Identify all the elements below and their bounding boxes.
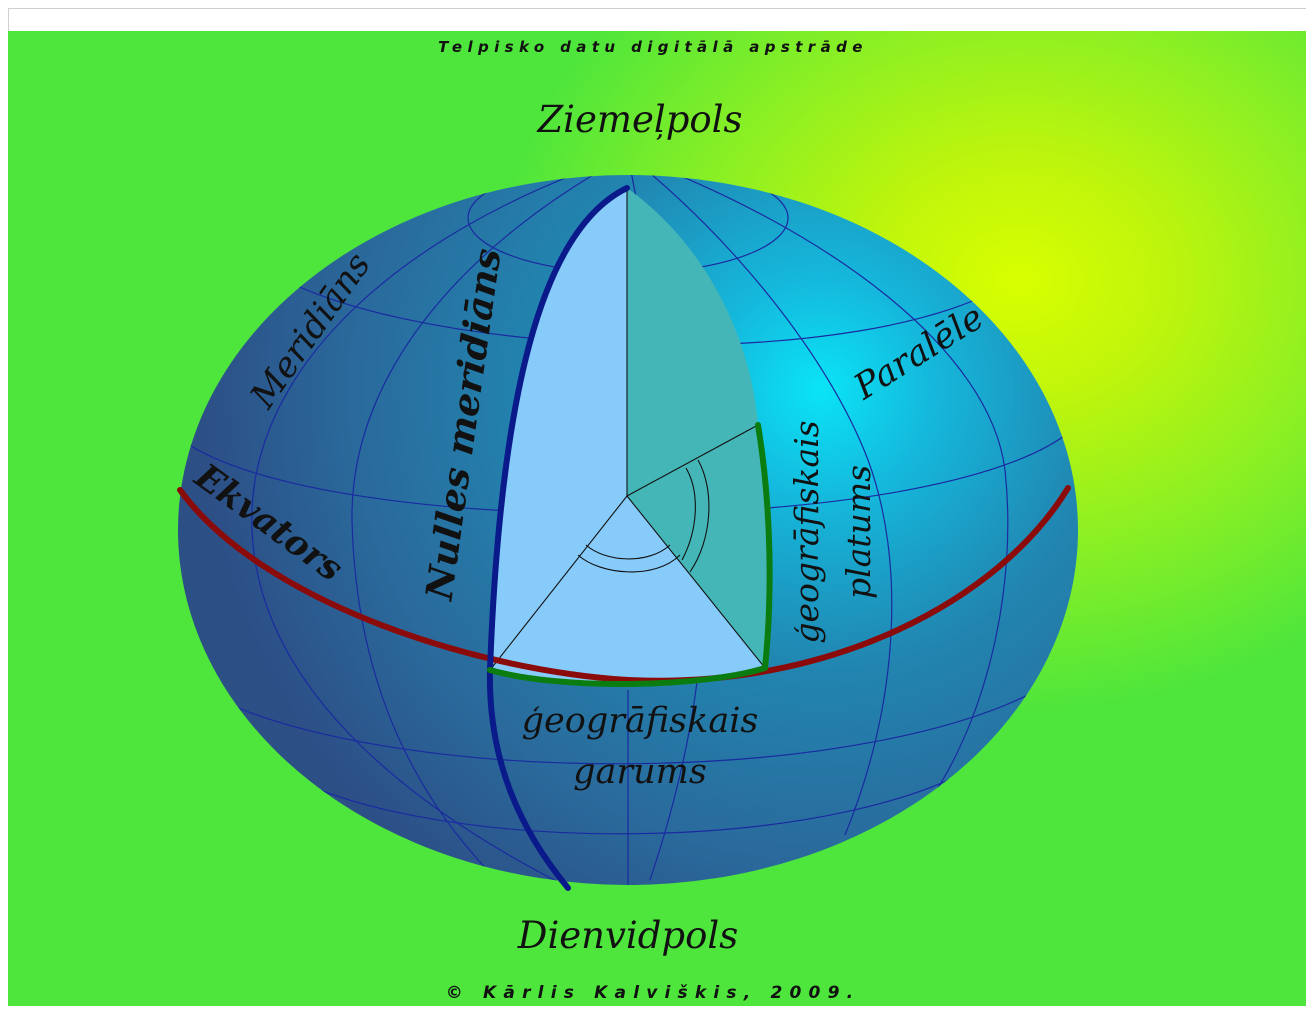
header-title: Telpisko datu digitālā apstrāde [438, 38, 868, 56]
latitude-label-line2: platums [839, 465, 878, 599]
slide-bottom-strip [8, 1006, 1306, 1025]
longitude-arc-line [487, 665, 768, 688]
angle-arcs [577, 459, 710, 573]
cutaway-faces [489, 188, 770, 685]
prime-meridian-line [486, 185, 630, 891]
northern-face-teal [627, 188, 758, 496]
longitude-arc-outer [577, 554, 681, 573]
longitude-arc-inner [585, 544, 671, 560]
latitude-arc-line [755, 422, 773, 671]
latitude-label-line1: ģeogrāfiskais [787, 420, 826, 643]
equator-face-light [490, 496, 765, 685]
latitude-face-teal [627, 425, 770, 668]
footer-credit: © Kārlis Kalviškis, 2009. [445, 983, 861, 1003]
northern-face-light [490, 188, 627, 670]
main-lines [177, 185, 1071, 891]
longitude-label-line1: ģeogrāfiskais [522, 701, 759, 741]
north-pole-label: Ziemeļpols [536, 98, 742, 141]
longitude-label-line2: garums [573, 752, 707, 792]
latitude-arc-inner [681, 467, 696, 561]
latitude-arc-outer [689, 459, 710, 573]
south-pole-label: Dienvidpols [517, 914, 738, 957]
equator-line [177, 485, 1071, 684]
